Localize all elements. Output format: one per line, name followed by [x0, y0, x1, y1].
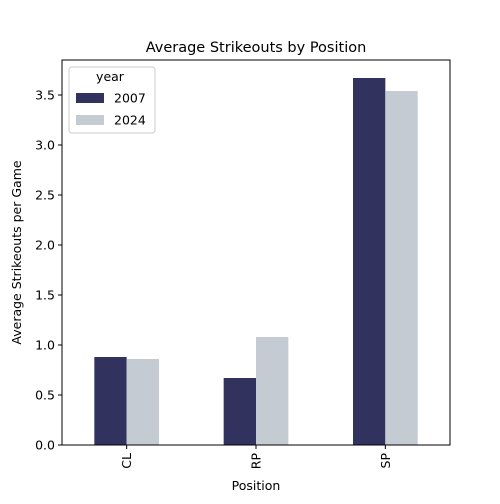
bar-CL-2007 — [94, 357, 127, 445]
bar-RP-2024 — [256, 337, 289, 445]
bar-CL-2024 — [126, 359, 159, 445]
x-tick-label-CL: CL — [119, 453, 134, 469]
y-tick-label: 3.0 — [35, 138, 55, 153]
x-tick-label-SP: SP — [378, 453, 393, 469]
y-axis-label: Average Strikeouts per Game — [9, 160, 24, 344]
chart-title: Average Strikeouts by Position — [146, 40, 367, 56]
bar-SP-2024 — [385, 91, 418, 445]
y-tick-label: 0.5 — [35, 388, 55, 403]
x-axis-label: Position — [232, 478, 281, 493]
legend-swatch-2007 — [76, 93, 104, 103]
y-tick-label: 3.5 — [35, 88, 55, 103]
y-tick-label: 1.0 — [35, 338, 55, 353]
y-tick-label: 0.0 — [35, 438, 55, 453]
bars-layer — [94, 78, 418, 445]
plot-frame — [61, 59, 451, 446]
legend-label-2024: 2024 — [114, 113, 146, 128]
y-tick-label: 1.5 — [35, 288, 55, 303]
y-tick-label: 2.0 — [35, 238, 55, 253]
legend-swatch-2024 — [76, 115, 104, 125]
legend: year 2007 2024 — [68, 66, 156, 134]
bar-RP-2007 — [223, 378, 256, 445]
y-axis: 0.0 0.5 1.0 1.5 2.0 2.5 3.0 3.5 — [35, 88, 62, 453]
y-tick-label: 2.5 — [35, 188, 55, 203]
legend-title: year — [96, 69, 125, 84]
x-tick-label-RP: RP — [249, 453, 264, 470]
bar-SP-2007 — [353, 78, 386, 445]
x-axis: CL RP SP — [119, 445, 393, 469]
legend-label-2007: 2007 — [114, 91, 146, 106]
